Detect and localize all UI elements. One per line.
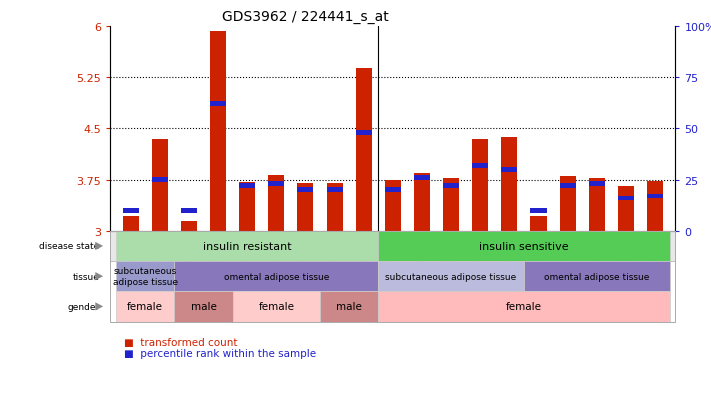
Bar	[530, 216, 547, 231]
Text: subcutaneous
adipose tissue: subcutaneous adipose tissue	[112, 267, 178, 286]
Bar	[326, 188, 343, 193]
Bar	[122, 216, 139, 231]
Bar	[239, 182, 255, 231]
Bar	[356, 131, 372, 135]
Bar	[647, 182, 663, 231]
Bar	[560, 177, 576, 231]
Bar	[151, 178, 168, 183]
Bar	[472, 164, 488, 168]
Bar	[122, 209, 139, 213]
Bar	[385, 180, 401, 231]
Text: ■  transformed count: ■ transformed count	[124, 337, 238, 347]
Bar	[443, 184, 459, 189]
Bar	[297, 188, 314, 193]
Text: omental adipose tissue: omental adipose tissue	[544, 272, 649, 281]
Bar	[414, 176, 430, 180]
Bar	[560, 184, 576, 189]
Bar	[472, 139, 488, 231]
Text: female: female	[258, 301, 294, 312]
Text: gender: gender	[68, 302, 100, 311]
Text: male: male	[191, 301, 216, 312]
Text: insulin sensitive: insulin sensitive	[479, 241, 569, 252]
Bar	[239, 184, 255, 189]
Text: tissue: tissue	[73, 272, 100, 281]
Text: GDS3962 / 224441_s_at: GDS3962 / 224441_s_at	[223, 10, 389, 24]
Bar	[501, 168, 518, 172]
Bar	[181, 209, 197, 213]
Bar	[589, 179, 605, 231]
Bar	[151, 139, 168, 231]
Text: ■  percentile rank within the sample: ■ percentile rank within the sample	[124, 349, 316, 358]
Bar	[268, 182, 284, 187]
Bar	[443, 179, 459, 231]
Bar	[647, 194, 663, 199]
Text: subcutaneous adipose tissue: subcutaneous adipose tissue	[385, 272, 517, 281]
Text: female: female	[127, 301, 163, 312]
Bar	[210, 102, 226, 107]
Bar	[414, 174, 430, 231]
Bar	[297, 183, 314, 231]
Bar	[356, 69, 372, 231]
Bar	[530, 209, 547, 213]
Bar	[618, 196, 634, 201]
Bar	[210, 32, 226, 231]
Text: disease state: disease state	[39, 242, 100, 251]
Bar	[589, 182, 605, 187]
Bar	[385, 188, 401, 193]
Bar	[618, 187, 634, 231]
Bar	[181, 222, 197, 231]
Text: male: male	[336, 301, 362, 312]
Bar	[501, 137, 518, 231]
Text: omental adipose tissue: omental adipose tissue	[223, 272, 329, 281]
Text: female: female	[506, 301, 542, 312]
Text: insulin resistant: insulin resistant	[203, 241, 292, 252]
Bar	[326, 183, 343, 231]
Bar	[268, 176, 284, 231]
